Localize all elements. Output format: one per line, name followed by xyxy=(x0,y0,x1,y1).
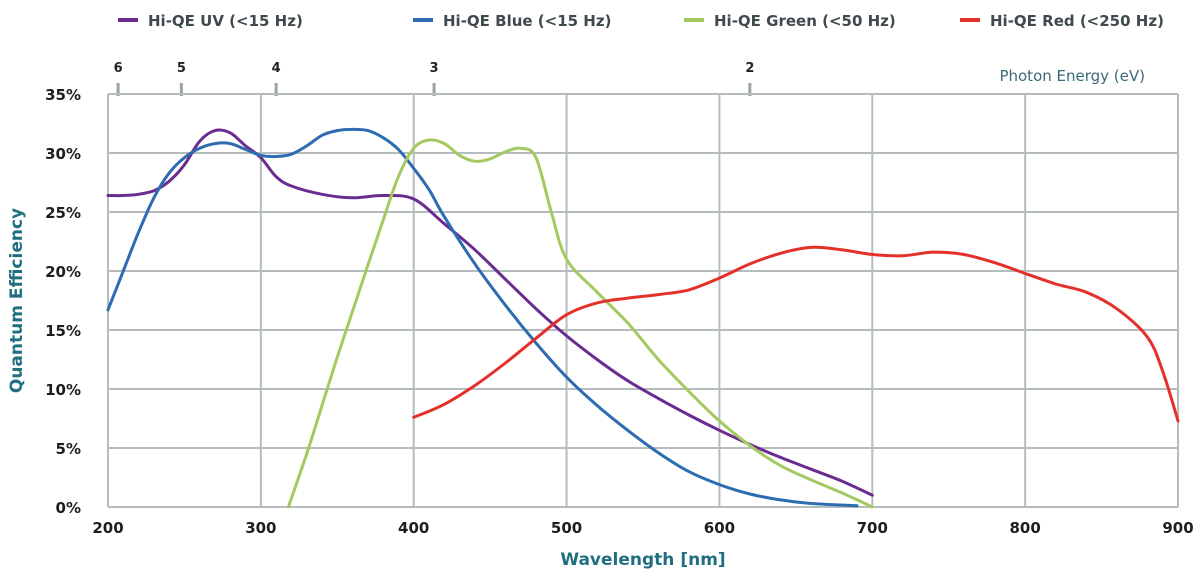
y-tick-label: 35% xyxy=(45,86,81,104)
x-tick-label: 200 xyxy=(92,519,123,537)
legend: Hi-QE UV (<15 Hz) Hi-QE Blue (<15 Hz) Hi-Q… xyxy=(118,12,1164,30)
x-tick-label: 400 xyxy=(398,519,429,537)
x-axis: 200 300 400 500 600 700 800 900 xyxy=(92,519,1193,537)
photon-energy-axis-title: Photon Energy (eV) xyxy=(999,67,1145,85)
y-tick-label: 30% xyxy=(45,145,81,163)
legend-item-uv: Hi-QE UV (<15 Hz) xyxy=(118,12,303,30)
y-tick-label: 15% xyxy=(45,322,81,340)
x-tick-label: 500 xyxy=(551,519,582,537)
x-tick-label: 300 xyxy=(245,519,276,537)
energy-tick-label: 3 xyxy=(430,61,439,76)
energy-tick-label: 5 xyxy=(177,61,186,76)
x-tick-label: 800 xyxy=(1009,519,1040,537)
photon-energy-axis: Photon Energy (eV) 6 5 4 3 2 xyxy=(114,61,1145,96)
legend-label: Hi-QE Blue (<15 Hz) xyxy=(443,12,611,30)
legend-item-red: Hi-QE Red (<250 Hz) xyxy=(960,12,1164,30)
series-line-uv xyxy=(106,128,874,497)
legend-label: Hi-QE Green (<50 Hz) xyxy=(714,12,896,30)
energy-tick-label: 6 xyxy=(114,61,123,76)
legend-label: Hi-QE Red (<250 Hz) xyxy=(990,12,1164,30)
y-tick-label: 20% xyxy=(45,263,81,281)
y-tick-label: 10% xyxy=(45,381,81,399)
legend-label: Hi-QE UV (<15 Hz) xyxy=(148,12,303,30)
x-axis-title: Wavelength [nm] xyxy=(560,550,725,570)
x-tick-label: 600 xyxy=(704,519,735,537)
energy-tick-label: 2 xyxy=(745,61,754,76)
energy-tick-label: 4 xyxy=(272,61,281,76)
grid xyxy=(107,93,1179,508)
series-line-red xyxy=(412,245,1180,423)
series-layer xyxy=(106,127,1180,509)
legend-item-green: Hi-QE Green (<50 Hz) xyxy=(684,12,896,30)
x-tick-label: 900 xyxy=(1162,519,1193,537)
y-tick-label: 0% xyxy=(56,499,81,517)
legend-item-blue: Hi-QE Blue (<15 Hz) xyxy=(413,12,611,30)
y-tick-label: 5% xyxy=(56,440,81,458)
series-line-green xyxy=(286,138,874,509)
y-tick-label: 25% xyxy=(45,204,81,222)
series-line-blue xyxy=(106,127,859,508)
y-axis: 0% 5% 10% 15% 20% 25% 30% 35% xyxy=(45,86,81,517)
y-axis-title: Quantum Efficiency xyxy=(7,208,27,393)
x-tick-label: 700 xyxy=(857,519,888,537)
